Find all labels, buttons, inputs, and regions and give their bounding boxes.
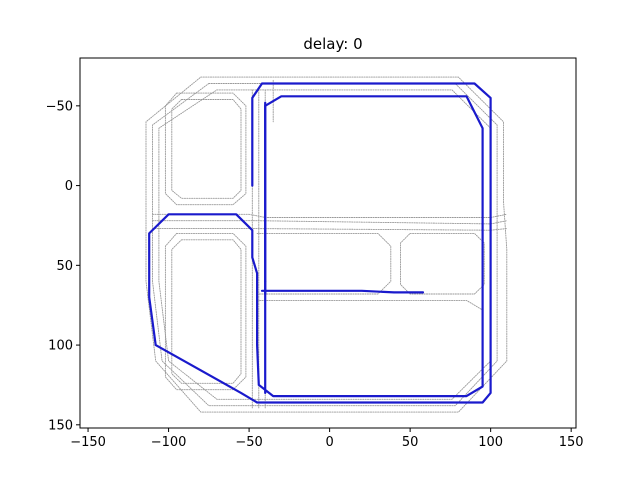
track-lanes-path bbox=[171, 99, 242, 199]
x-tick-label: 50 bbox=[402, 435, 419, 450]
track-lanes-series bbox=[145, 76, 508, 413]
plot-area bbox=[145, 76, 508, 413]
track-lanes-path bbox=[152, 83, 498, 407]
x-tick-label: −50 bbox=[235, 435, 262, 450]
track-lanes-path bbox=[171, 239, 242, 384]
x-tick-label: −100 bbox=[151, 435, 187, 450]
track-lanes-path bbox=[256, 299, 484, 311]
y-tick-label: 150 bbox=[48, 418, 73, 433]
x-tick-label: −150 bbox=[70, 435, 106, 450]
track-lanes-path bbox=[164, 92, 247, 206]
trajectory-path bbox=[260, 289, 425, 294]
x-tick-label: 100 bbox=[478, 435, 503, 450]
x-tick-label: 0 bbox=[325, 435, 333, 450]
trajectory-path bbox=[148, 82, 492, 404]
chart-title: delay: 0 bbox=[303, 35, 362, 53]
trajectory-series bbox=[148, 82, 492, 404]
axes-frame bbox=[79, 57, 577, 429]
x-axis: −150 −100 −50 0 50 100 150 bbox=[70, 428, 584, 450]
y-tick-label: −50 bbox=[46, 99, 73, 114]
track-lanes-path bbox=[152, 220, 508, 225]
track-lanes-path bbox=[400, 232, 485, 295]
track-lanes-path bbox=[164, 232, 247, 391]
track-lanes-path bbox=[256, 232, 392, 295]
y-axis: −50 0 50 100 150 bbox=[46, 99, 80, 433]
track-lanes-path bbox=[145, 76, 508, 413]
track-lanes-path bbox=[152, 228, 508, 231]
track-lanes-path bbox=[158, 89, 492, 400]
x-tick-label: 150 bbox=[559, 435, 584, 450]
y-tick-label: 0 bbox=[65, 179, 73, 194]
y-tick-label: 50 bbox=[56, 259, 73, 274]
y-tick-label: 100 bbox=[48, 339, 73, 354]
